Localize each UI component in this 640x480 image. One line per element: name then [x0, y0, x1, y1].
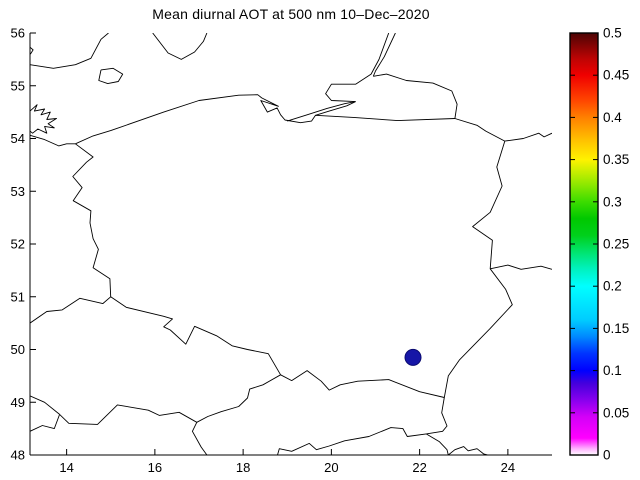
- colorbar-tick-label: 0.1: [603, 363, 622, 378]
- x-tick-label: 18: [236, 460, 250, 475]
- map-outline-poland-border: [72, 94, 513, 398]
- map-outline-hungary-ukraine: [425, 433, 449, 455]
- map-outline-ruegen-island: [30, 104, 57, 134]
- map-outline-curonian-spit-outer: [372, 33, 396, 77]
- colorbar-tick-label: 0.25: [603, 237, 629, 252]
- colorbar-tick-label: 0.35: [603, 152, 629, 167]
- map-outline-vistula-lagoon-inner: [315, 101, 356, 116]
- map-outline-vistula-spit: [287, 101, 356, 122]
- map-outline-germany-czech-west: [30, 395, 60, 415]
- colorbar-tick-label: 0.4: [603, 110, 622, 125]
- x-tick-label: 16: [148, 460, 162, 475]
- map-outline-germany-czech-north: [30, 296, 111, 324]
- map-outline-denmark-fragment: [30, 46, 34, 55]
- map-outline-sweden-coast: [30, 33, 109, 69]
- colorbar-tick-label: 0.2: [603, 279, 622, 294]
- map-outline-czech-austria: [59, 404, 198, 425]
- map-borders: [30, 33, 552, 455]
- y-tick-label: 55: [11, 78, 25, 93]
- map-outline-austria-slovakia: [191, 422, 208, 455]
- map-outline-oland-arc: [152, 33, 208, 60]
- colorbar-tick-label: 0.5: [603, 26, 622, 41]
- map-outline-lithuania-belarus-border: [504, 132, 552, 142]
- y-tick-label: 56: [11, 26, 25, 41]
- map-outline-slovakia-hungary: [277, 427, 427, 455]
- x-tick-label: 24: [501, 460, 515, 475]
- y-tick-label: 48: [11, 448, 25, 463]
- x-tick-label: 20: [324, 460, 338, 475]
- colorbar-tick-label: 0: [603, 448, 611, 463]
- data-points: [404, 348, 422, 366]
- y-tick-label: 54: [11, 131, 25, 146]
- map-outline-german-coast: [30, 134, 76, 147]
- axes: 14 16 18 20 22 24 48 49 50 51 52 53 54 55 56: [11, 26, 552, 475]
- y-tick-label: 50: [11, 342, 25, 357]
- map-outline-belarus-ukraine-border: [490, 264, 552, 270]
- y-tick-label: 53: [11, 184, 25, 199]
- chart-title: Mean diurnal AOT at 500 nm 10–Dec–2020: [152, 6, 430, 22]
- colorbar: 0 0.05 0.1 0.15 0.2 0.25 0.3 0.35 0.4 0.45 0.5: [569, 26, 629, 463]
- aot-data-point: [404, 348, 422, 366]
- map-outline-germany-austria: [30, 414, 61, 432]
- map-outline-ukraine-slovakia: [426, 397, 448, 435]
- map-outline-ukraine-romania: [448, 446, 489, 455]
- colorbar-tick-label: 0.05: [603, 405, 629, 420]
- x-tick-label: 14: [59, 460, 73, 475]
- map-outline-kaliningrad-ne-border: [373, 73, 458, 119]
- colorbar-tick-label: 0.15: [603, 321, 629, 336]
- colorbar-tick-label: 0.3: [603, 194, 622, 209]
- colorbar-tick-label: 0.45: [603, 68, 629, 83]
- x-tick-label: 22: [412, 460, 426, 475]
- y-tick-label: 49: [11, 395, 25, 410]
- y-tick-label: 51: [11, 289, 25, 304]
- map-outline-bornholm-island: [98, 67, 124, 85]
- map-outline-curonian-spit-inner: [325, 33, 390, 103]
- map-outline-czech-slovakia: [196, 374, 281, 423]
- y-tick-label: 52: [11, 237, 25, 252]
